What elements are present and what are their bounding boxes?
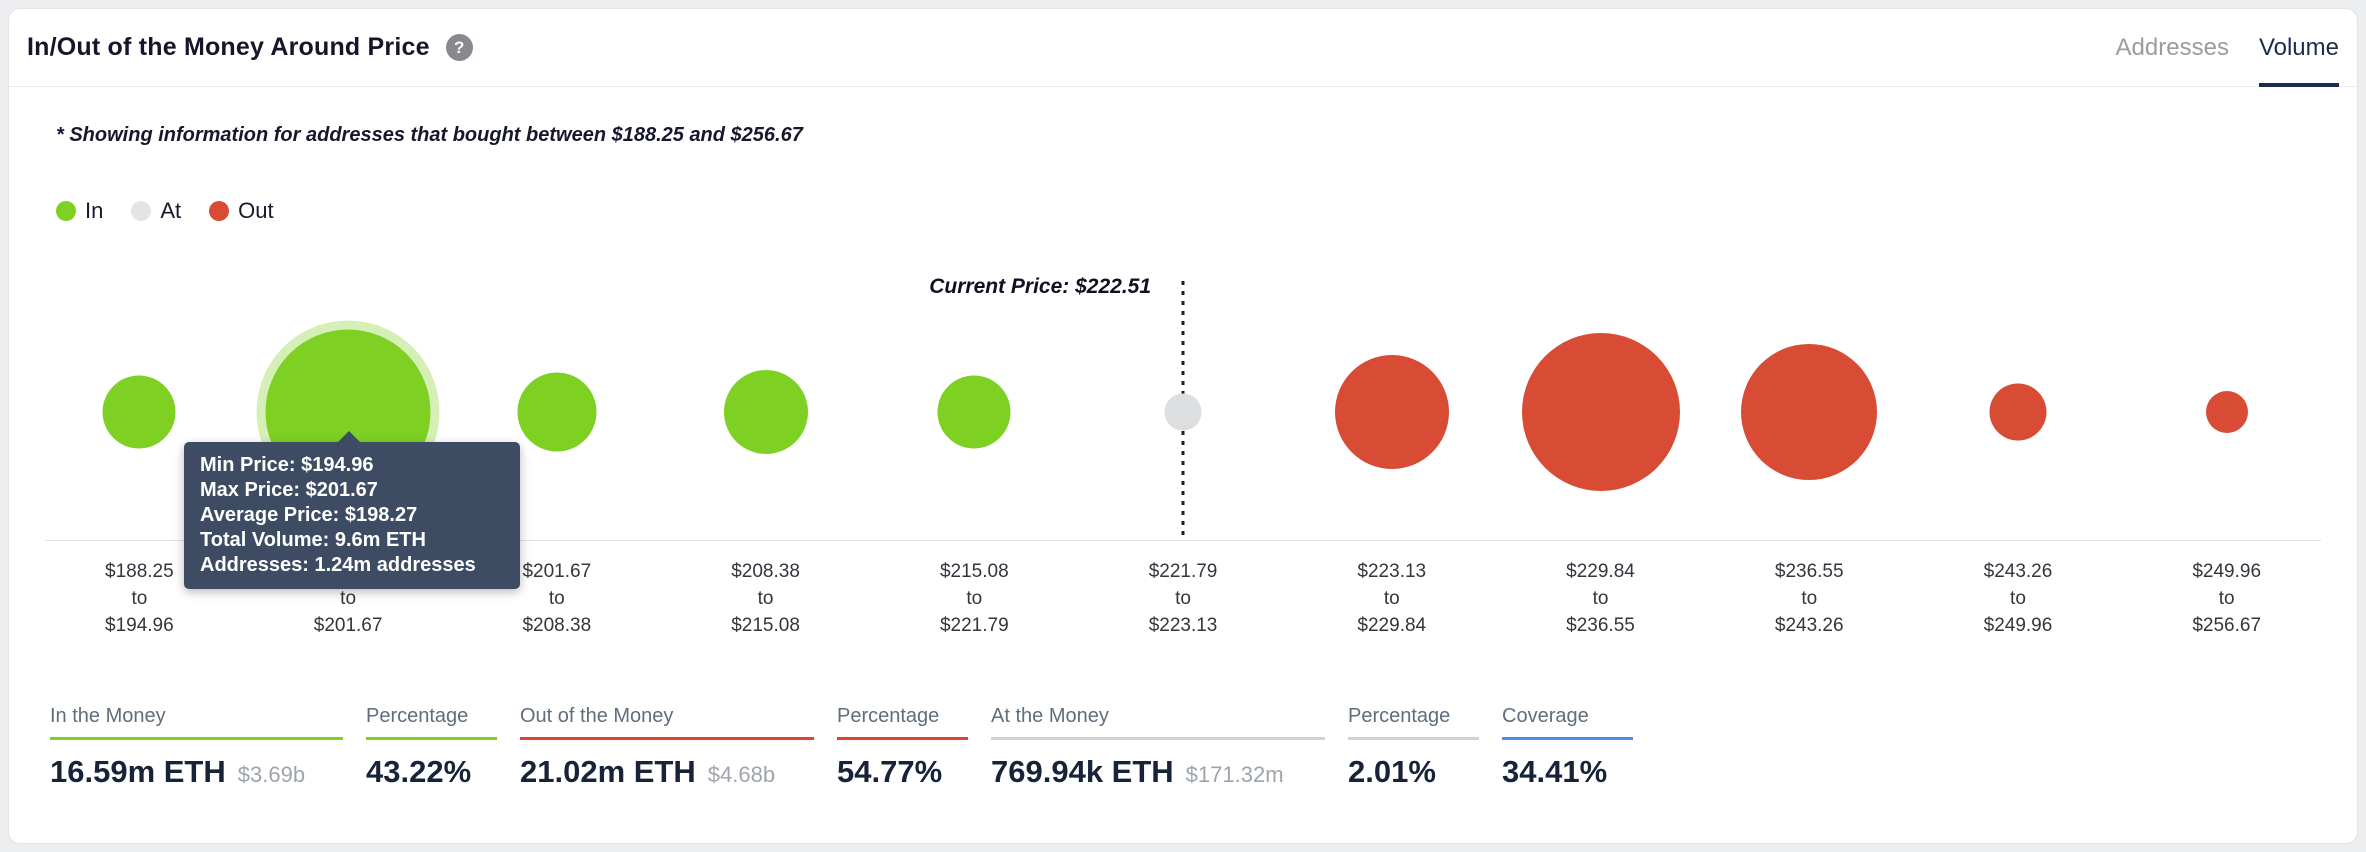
bubble-at-6[interactable] (1164, 393, 1202, 431)
legend-dot-at-icon (131, 201, 152, 221)
stat-coverage: Coverage 34.41% (1502, 705, 1633, 790)
chart-tooltip: Min Price: $194.96 Max Price: $201.67 Aver… (184, 431, 520, 589)
stat-value-in-percentage: 43.22% (366, 754, 472, 789)
widget-title: In/Out of the Money Around Price (27, 33, 430, 61)
price-range-slot-4: $208.38 to $215.08 (661, 259, 870, 649)
legend-label: Out (238, 198, 274, 223)
bubble-out-10[interactable] (1989, 383, 2047, 441)
bubble-in-5[interactable] (937, 375, 1011, 449)
stat-secondary-in-the-money: $3.69b (237, 762, 306, 787)
price-range-slot-9: $236.55 to $243.26 (1705, 259, 1914, 649)
stat-value-row-out-of-money: 21.02m ETH $4.68b (520, 754, 814, 790)
legend-item-in: In (56, 198, 103, 224)
legend-dot-out-icon (209, 201, 230, 221)
stat-value-row-at-the-money: 769.94k ETH $171.32m (991, 754, 1325, 790)
help-icon[interactable]: ? (445, 34, 473, 61)
x-axis-range-label-6: $221.79 to $223.13 (1148, 561, 1218, 636)
stat-value-row-out-percentage: 54.77% (837, 754, 968, 790)
stat-in-the-money: In the Money 16.59m ETH $3.69b (50, 705, 343, 790)
x-axis-range-label-4: $208.38 to $215.08 (731, 561, 800, 636)
tooltip-row: Total Volume: 9.6m ETH (200, 529, 426, 551)
stat-label-coverage: Coverage (1502, 705, 1633, 740)
bubble-in-4[interactable] (723, 370, 808, 454)
bubble-out-9[interactable] (1741, 344, 1878, 480)
bubble-chart: $188.25to$194.96$194.96to$201.67$201.67t… (35, 259, 2331, 649)
price-range-slot-10: $243.26 to $249.96 (1914, 259, 2123, 649)
stat-value-coverage: 34.41% (1502, 754, 1608, 789)
stat-label-in-the-money: In the Money (50, 705, 343, 740)
stat-secondary-at-the-money: $171.32m (1185, 762, 1284, 787)
x-axis-range-label-10: $243.26 to $249.96 (1983, 561, 2053, 636)
x-axis-range-label-1: $188.25 to $194.96 (105, 561, 174, 636)
price-range-slot-3: $201.67 to $208.38 (452, 259, 661, 649)
tab-bar: Addresses Volume (2115, 9, 2339, 87)
tab-volume[interactable]: Volume (2258, 9, 2339, 87)
stat-value-at-percentage: 2.01% (1348, 754, 1436, 789)
widget-header: In/Out of the Money Around Price ? Addre… (9, 9, 2357, 87)
in-out-money-widget: In/Out of the Money Around Price ? Addre… (8, 8, 2358, 844)
stat-out-of-money: Out of the Money 21.02m ETH $4.68b (520, 705, 814, 790)
x-axis-range-label-7: $223.13 to $229.84 (1357, 561, 1427, 636)
bubble-out-7[interactable] (1334, 355, 1449, 469)
price-range-slot-11: $249.96 to $256.67 (2122, 259, 2331, 649)
bubble-in-3[interactable] (517, 372, 597, 452)
stat-value-out-percentage: 54.77% (837, 754, 943, 789)
chart-legend: In At Out (56, 198, 2337, 224)
price-range-slot-8: $229.84 to $236.55 (1496, 259, 1705, 649)
stat-value-at-the-money: 769.94k ETH (991, 754, 1174, 789)
legend-label: In (85, 198, 104, 223)
stat-value-row-at-percentage: 2.01% (1348, 754, 1479, 790)
tooltip-row: Min Price: $194.96 (200, 454, 374, 476)
bubble-out-8[interactable] (1521, 333, 1680, 491)
stat-value-row-coverage: 34.41% (1502, 754, 1633, 790)
stat-value-in-the-money: 16.59m ETH (50, 754, 226, 789)
stat-at-the-money: At the Money 769.94k ETH $171.32m (991, 705, 1325, 790)
bubble-out-11[interactable] (2205, 391, 2248, 433)
tooltip-row: Addresses: 1.24m addresses (200, 554, 476, 576)
tab-addresses[interactable]: Addresses (2115, 33, 2229, 61)
widget-body: * Showing information for addresses that… (9, 123, 2357, 790)
tooltip-rows: Min Price: $194.96 Max Price: $201.67 Aver… (200, 453, 504, 578)
x-axis-range-label-5: $215.08 to $221.79 (939, 561, 1009, 636)
stat-secondary-out-of-money: $4.68b (707, 762, 776, 787)
stat-value-row-in-the-money: 16.59m ETH $3.69b (50, 754, 343, 790)
stat-label-at-percentage: Percentage (1348, 705, 1479, 740)
legend-dot-in-icon (56, 201, 76, 221)
price-range-slot-1: $188.25 to $194.96 (35, 259, 244, 649)
title-area: In/Out of the Money Around Price ? (27, 33, 473, 62)
range-note: * Showing information for addresses that… (56, 124, 803, 146)
stat-out-percentage: Percentage 54.77% (837, 705, 968, 790)
x-axis-range-label-11: $249.96 to $256.67 (2192, 561, 2262, 636)
stat-in-percentage: Percentage 43.22% (366, 705, 497, 790)
bubble-in-1[interactable] (102, 375, 176, 449)
price-range-slot-7: $223.13 to $229.84 (1287, 259, 1496, 649)
legend-item-out: Out (209, 198, 274, 224)
legend-item-at: At (131, 198, 181, 224)
stat-label-at-the-money: At the Money (991, 705, 1325, 740)
stat-at-percentage: Percentage 2.01% (1348, 705, 1479, 790)
legend-label: At (160, 198, 182, 223)
stat-label-out-of-money: Out of the Money (520, 705, 814, 740)
x-axis-range-label-8: $229.84 to $236.55 (1566, 561, 1635, 636)
stat-label-out-percentage: Percentage (837, 705, 968, 740)
price-range-slot-6: Current Price: $222.51 $221.79 to $223.13 (929, 259, 1288, 649)
stat-value-row-in-percentage: 43.22% (366, 754, 497, 790)
stat-value-out-of-money: 21.02m ETH (520, 754, 696, 789)
tooltip-row: Max Price: $201.67 (200, 479, 378, 501)
price-range-slot-5: $215.08 to $221.79 (870, 259, 1079, 649)
x-axis-range-label-3: $201.67 to $208.38 (522, 561, 592, 636)
tooltip-row: Average Price: $198.27 (200, 504, 418, 526)
stats-row: In the Money 16.59m ETH $3.69b Percentage 43… (50, 705, 2337, 790)
x-axis-range-label-9: $236.55 to $243.26 (1774, 561, 1844, 636)
x-axis-line (45, 540, 2321, 541)
current-price-label: Current Price: $222.51 (929, 275, 1152, 298)
stat-label-in-percentage: Percentage (366, 705, 497, 740)
